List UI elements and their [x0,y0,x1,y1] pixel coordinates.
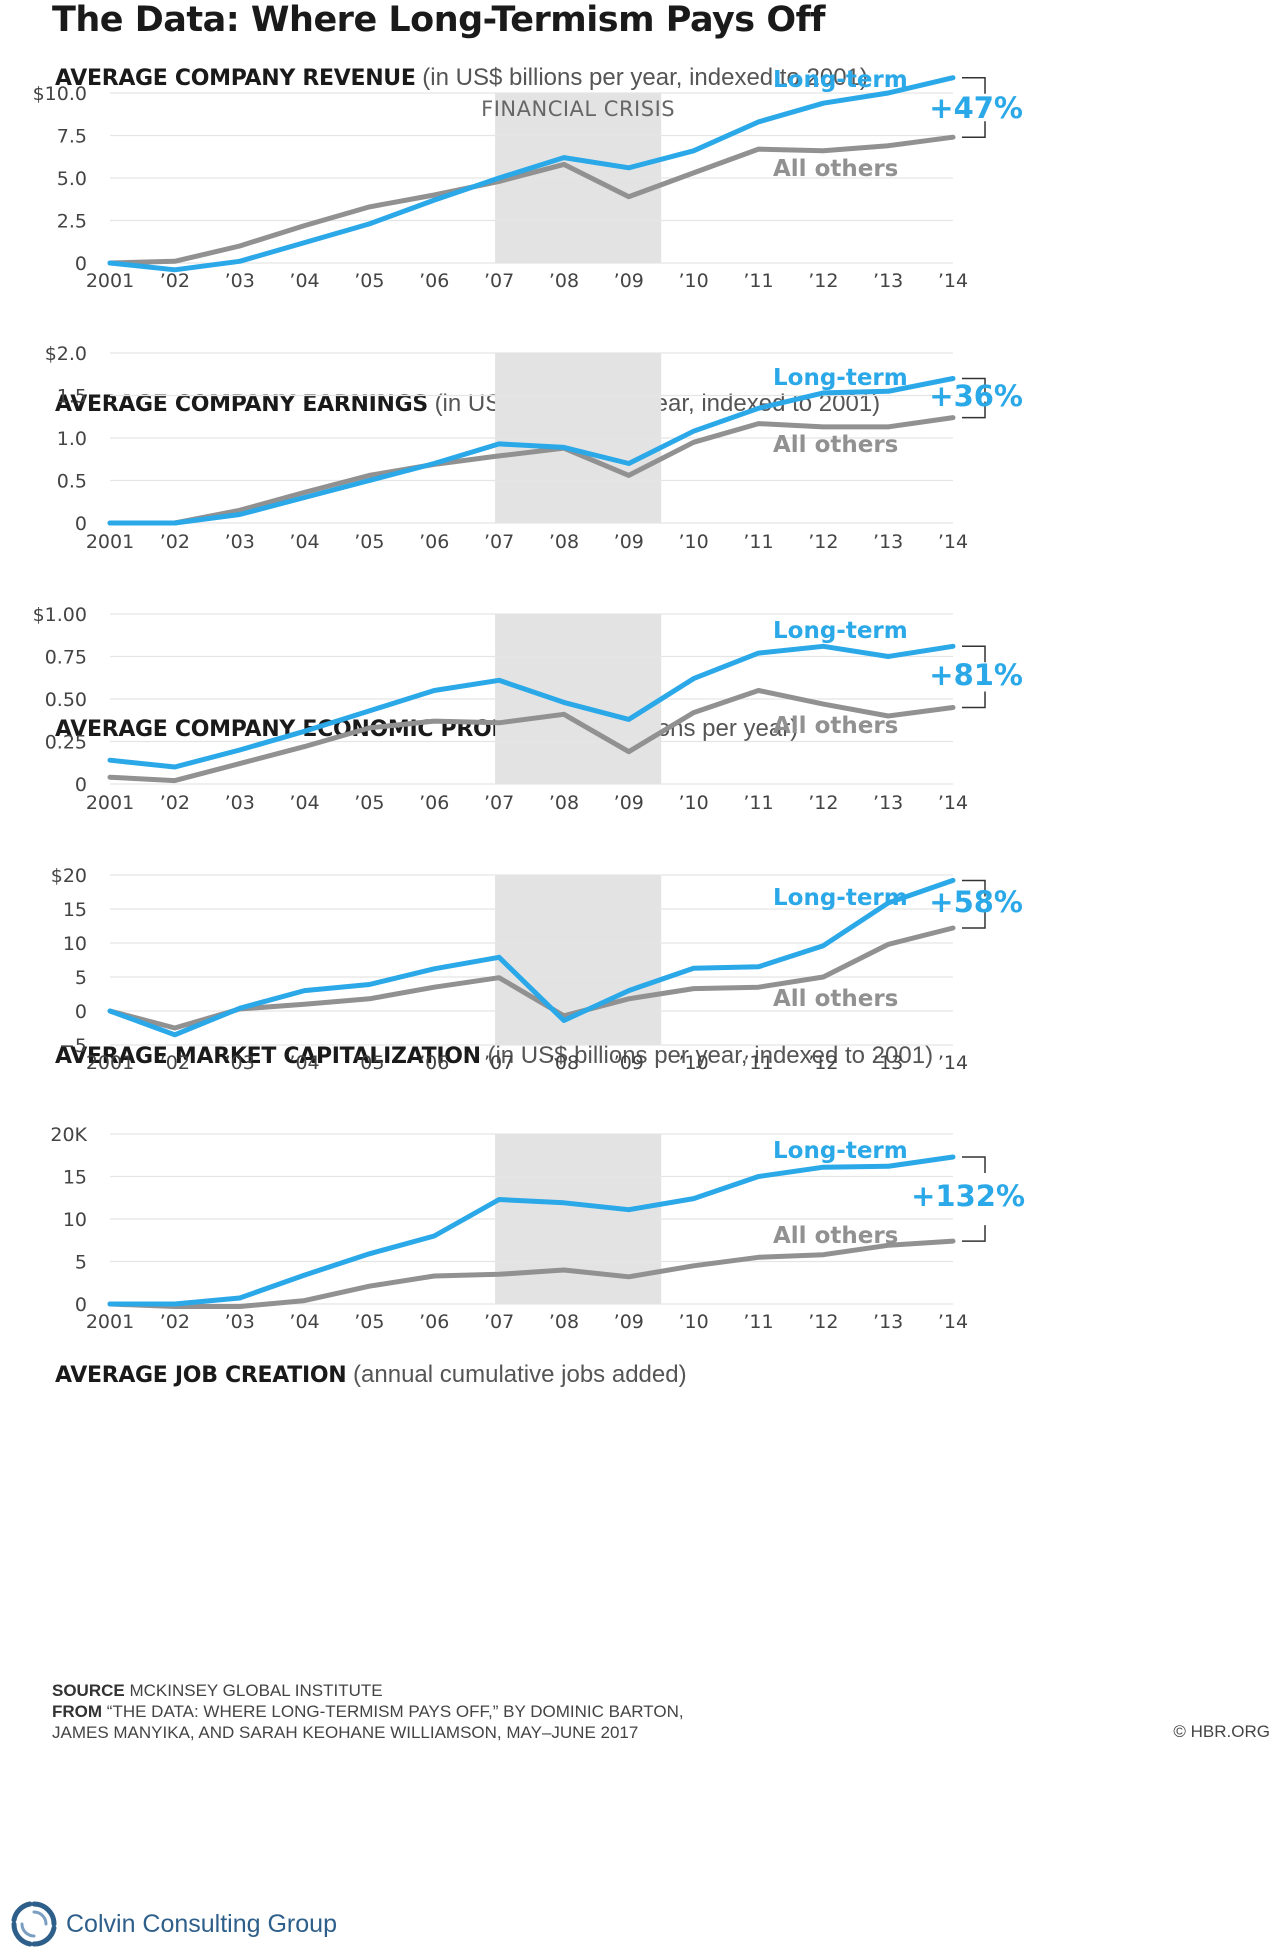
long-term-label: Long-term [773,1138,908,1164]
source-line: SOURCE MCKINSEY GLOBAL INSTITUTE [52,1680,684,1701]
source-footer: SOURCE MCKINSEY GLOBAL INSTITUTE FROM “T… [52,1680,684,1743]
x-tick-label: ’14 [938,1311,968,1333]
bracket-top [962,1157,985,1173]
y-tick-label: 15 [63,1167,87,1189]
x-tick-label: ’03 [225,1311,255,1333]
x-tick-label: ’11 [743,1311,773,1333]
y-tick-label: 5 [75,1252,87,1274]
from-label: FROM [52,1702,102,1721]
from-line-2: JAMES MANYIKA, AND SARAH KEOHANE WILLIAM… [52,1722,684,1743]
x-tick-label: ’08 [549,1311,579,1333]
colvin-swirl-logo-icon [8,1898,60,1950]
source-label: SOURCE [52,1681,125,1700]
x-tick-label: 2001 [86,1311,134,1333]
x-tick-label: ’10 [679,1311,709,1333]
x-tick-label: ’02 [160,1311,190,1333]
from-text-line1: “THE DATA: WHERE LONG-TERMISM PAYS OFF,”… [107,1702,684,1721]
brand-name: Colvin Consulting Group [66,1910,337,1939]
x-tick-label: ’07 [484,1311,514,1333]
y-tick-label: 20K [50,1124,87,1146]
x-tick-label: ’05 [354,1311,384,1333]
source-text: MCKINSEY GLOBAL INSTITUTE [129,1681,382,1700]
x-tick-label: ’13 [873,1311,903,1333]
x-tick-label: ’09 [614,1311,644,1333]
copyright: © HBR.ORG [1173,1722,1270,1742]
difference-percent-label: +132% [911,1179,1025,1213]
x-tick-label: ’04 [289,1311,319,1333]
y-tick-label: 10 [63,1209,87,1231]
x-tick-label: ’12 [808,1311,838,1333]
bracket-bottom [962,1225,985,1241]
x-tick-label: ’06 [419,1311,449,1333]
brand-logo-block: Colvin Consulting Group [8,1898,337,1950]
from-line: FROM “THE DATA: WHERE LONG-TERMISM PAYS … [52,1701,684,1722]
all-others-label: All others [773,1223,898,1249]
